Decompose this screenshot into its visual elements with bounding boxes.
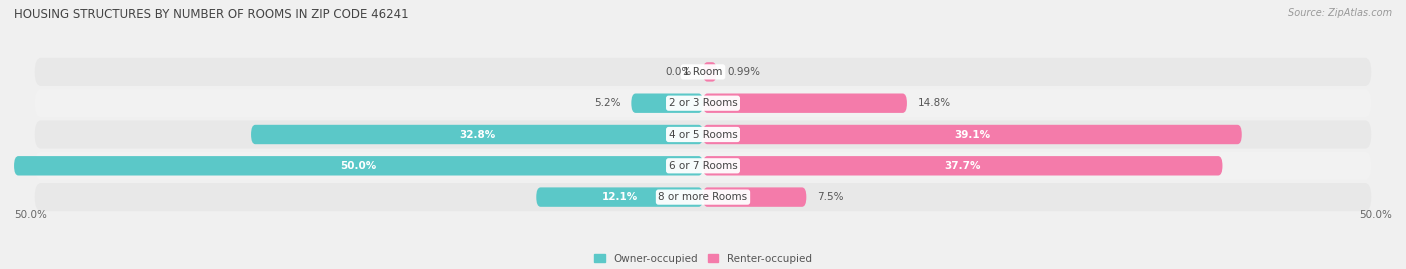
Text: 1 Room: 1 Room xyxy=(683,67,723,77)
FancyBboxPatch shape xyxy=(631,94,703,113)
Text: 39.1%: 39.1% xyxy=(955,129,990,140)
Text: 4 or 5 Rooms: 4 or 5 Rooms xyxy=(669,129,737,140)
Text: 2 or 3 Rooms: 2 or 3 Rooms xyxy=(669,98,737,108)
Text: 50.0%: 50.0% xyxy=(1360,210,1392,220)
FancyBboxPatch shape xyxy=(536,187,703,207)
Legend: Owner-occupied, Renter-occupied: Owner-occupied, Renter-occupied xyxy=(595,254,811,264)
Text: 8 or more Rooms: 8 or more Rooms xyxy=(658,192,748,202)
Text: 32.8%: 32.8% xyxy=(458,129,495,140)
Text: 7.5%: 7.5% xyxy=(817,192,844,202)
FancyBboxPatch shape xyxy=(703,125,1241,144)
FancyBboxPatch shape xyxy=(35,152,1371,180)
FancyBboxPatch shape xyxy=(703,187,807,207)
Text: 37.7%: 37.7% xyxy=(945,161,981,171)
FancyBboxPatch shape xyxy=(703,62,717,82)
FancyBboxPatch shape xyxy=(35,58,1371,86)
Text: Source: ZipAtlas.com: Source: ZipAtlas.com xyxy=(1288,8,1392,18)
FancyBboxPatch shape xyxy=(35,89,1371,117)
FancyBboxPatch shape xyxy=(703,94,907,113)
Text: 50.0%: 50.0% xyxy=(340,161,377,171)
FancyBboxPatch shape xyxy=(14,156,703,175)
Text: 5.2%: 5.2% xyxy=(593,98,620,108)
Text: 50.0%: 50.0% xyxy=(14,210,46,220)
FancyBboxPatch shape xyxy=(35,121,1371,148)
FancyBboxPatch shape xyxy=(35,183,1371,211)
Text: 6 or 7 Rooms: 6 or 7 Rooms xyxy=(669,161,737,171)
FancyBboxPatch shape xyxy=(703,156,1222,175)
FancyBboxPatch shape xyxy=(252,125,703,144)
Text: 0.0%: 0.0% xyxy=(665,67,692,77)
Text: HOUSING STRUCTURES BY NUMBER OF ROOMS IN ZIP CODE 46241: HOUSING STRUCTURES BY NUMBER OF ROOMS IN… xyxy=(14,8,409,21)
Text: 14.8%: 14.8% xyxy=(918,98,950,108)
Text: 0.99%: 0.99% xyxy=(728,67,761,77)
Text: 12.1%: 12.1% xyxy=(602,192,638,202)
